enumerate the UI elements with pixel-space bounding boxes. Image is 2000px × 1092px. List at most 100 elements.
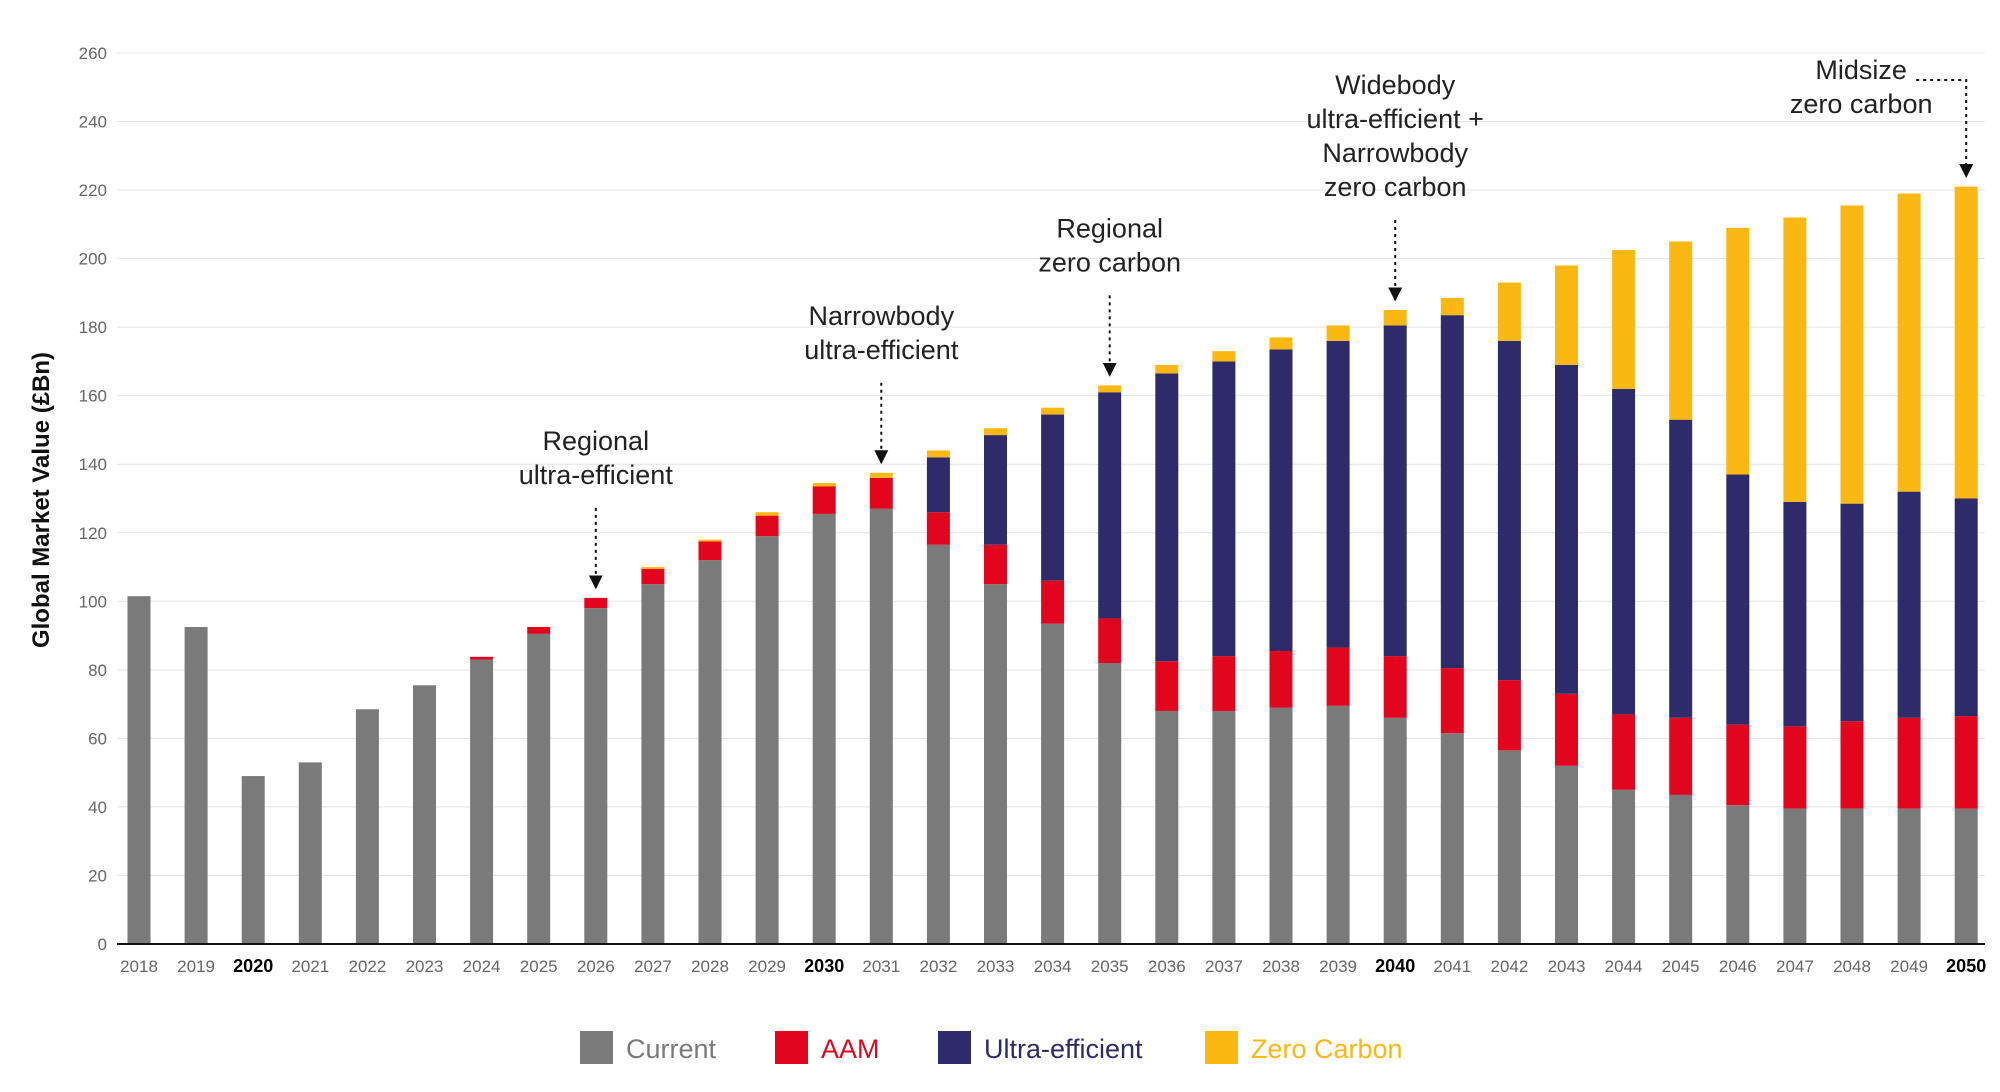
bar-ultra-efficient-2044 [1612, 388, 1636, 715]
x-tick-label: 2026 [577, 957, 615, 976]
bar-ultra-efficient-2042 [1497, 340, 1521, 681]
bar-zero-carbon-2029 [755, 512, 779, 516]
annotation-arrow [1916, 79, 1974, 179]
bar-zero-carbon-2043 [1555, 265, 1578, 365]
y-tick-label: 100 [79, 592, 107, 611]
x-tick-label: 2030 [804, 956, 844, 976]
bar-current-2050 [1954, 808, 1978, 944]
y-tick-label: 140 [79, 455, 107, 474]
bar-aam-2045 [1669, 717, 1693, 795]
bar-zero-carbon-2040 [1383, 310, 1407, 326]
annotation-text: zero carbon [1790, 89, 1933, 119]
x-tick-label: 2043 [1548, 957, 1586, 976]
bar-ultra-efficient-2048 [1840, 503, 1864, 722]
bar-ultra-efficient-2045 [1669, 419, 1693, 718]
x-tick-label: 2045 [1662, 957, 1700, 976]
x-tick-label: 2046 [1719, 957, 1757, 976]
annotation-text: Narrowbody [1322, 138, 1468, 168]
bar-ultra-efficient-2047 [1783, 501, 1807, 727]
bar-aam-2032 [926, 512, 950, 545]
legend: Current AAM Ultra-efficient Zero Carbon [580, 1031, 1403, 1064]
bar-aam-2040 [1383, 656, 1407, 718]
x-tick-label: 2035 [1091, 957, 1129, 976]
bar-aam-2049 [1897, 717, 1921, 809]
legend-label: Current [626, 1034, 717, 1064]
bar-current-2045 [1669, 794, 1693, 944]
bar-zero-carbon-2034 [1041, 407, 1065, 415]
bar-current-2032 [926, 544, 950, 944]
x-tick-label: 2024 [463, 957, 501, 976]
x-tick-label: 2048 [1833, 957, 1871, 976]
x-tick-label: 2025 [520, 957, 558, 976]
bar-zero-carbon-2048 [1840, 205, 1864, 504]
bar-current-2020 [241, 776, 265, 944]
bar-zero-carbon-2027 [641, 567, 665, 569]
y-tick-label: 60 [88, 729, 107, 748]
legend-swatch [938, 1031, 971, 1064]
bar-current-2029 [755, 536, 779, 944]
bar-current-2046 [1726, 805, 1750, 944]
bar-zero-carbon-2033 [984, 428, 1007, 436]
x-tick-label: 2039 [1319, 957, 1357, 976]
bar-ultra-efficient-2035 [1098, 392, 1122, 619]
x-tick-label: 2041 [1433, 957, 1471, 976]
bar-zero-carbon-2030 [812, 483, 836, 487]
bar-aam-2031 [869, 477, 893, 509]
bar-zero-carbon-2031 [869, 472, 893, 478]
bar-aam-2041 [1440, 668, 1464, 734]
bar-current-2038 [1269, 707, 1293, 944]
x-tick-label: 2034 [1034, 957, 1072, 976]
bar-ultra-efficient-2033 [984, 435, 1007, 545]
bar-zero-carbon-2050 [1954, 186, 1978, 499]
bar-aam-2037 [1212, 656, 1236, 711]
bar-aam-2044 [1612, 714, 1636, 790]
x-tick-label: 2027 [634, 957, 672, 976]
bar-current-2031 [869, 508, 893, 944]
y-tick-label: 20 [88, 866, 107, 885]
x-tick-label: 2018 [120, 957, 158, 976]
bar-aam-2038 [1269, 650, 1293, 708]
bar-aam-2036 [1155, 661, 1179, 711]
bar-aam-2047 [1783, 726, 1807, 809]
x-tick-label: 2028 [691, 957, 729, 976]
legend-swatch [580, 1031, 613, 1064]
x-tick-label: 2036 [1148, 957, 1186, 976]
x-tick-label: 2050 [1946, 956, 1986, 976]
bar-current-2042 [1497, 750, 1521, 944]
y-tick-label: 220 [79, 181, 107, 200]
bar-aam-2043 [1555, 693, 1578, 766]
y-tick-label: 160 [79, 387, 107, 406]
y-tick-label: 0 [98, 935, 107, 954]
y-tick-label: 240 [79, 113, 107, 132]
annotation-text: zero carbon [1324, 172, 1467, 202]
bar-current-2019 [184, 627, 208, 944]
bar-current-2034 [1041, 623, 1065, 944]
bar-current-2022 [355, 709, 379, 944]
legend-label: Zero Carbon [1251, 1034, 1403, 1064]
bar-aam-2033 [984, 544, 1007, 585]
x-tick-label: 2033 [977, 957, 1015, 976]
bar-zero-carbon-2036 [1155, 364, 1179, 374]
bar-zero-carbon-2028 [698, 539, 722, 542]
x-tick-label: 2037 [1205, 957, 1243, 976]
bar-zero-carbon-2045 [1669, 241, 1693, 420]
bar-current-2021 [298, 762, 322, 944]
x-tick-label: 2044 [1605, 957, 1643, 976]
bar-aam-2046 [1726, 724, 1750, 806]
bar-aam-2027 [641, 568, 665, 585]
legend-swatch [1205, 1031, 1238, 1064]
bar-current-2036 [1155, 710, 1179, 944]
bar-ultra-efficient-2034 [1041, 414, 1065, 581]
bar-current-2044 [1612, 789, 1636, 944]
x-tick-label: 2042 [1490, 957, 1528, 976]
y-tick-label: 180 [79, 318, 107, 337]
legend-label: Ultra-efficient [984, 1034, 1143, 1064]
bar-zero-carbon-2046 [1726, 227, 1750, 475]
bar-aam-2042 [1497, 680, 1521, 751]
x-tick-labels: 2018 2019 2020 2021 2022 2023 2024 2025 2026 2027… [120, 956, 1986, 976]
y-axis-label: Global Market Value (£Bn) [28, 352, 55, 648]
legend-swatch [775, 1031, 808, 1064]
bar-aam-2048 [1840, 721, 1864, 809]
annotation-text: Widebody [1335, 70, 1456, 100]
